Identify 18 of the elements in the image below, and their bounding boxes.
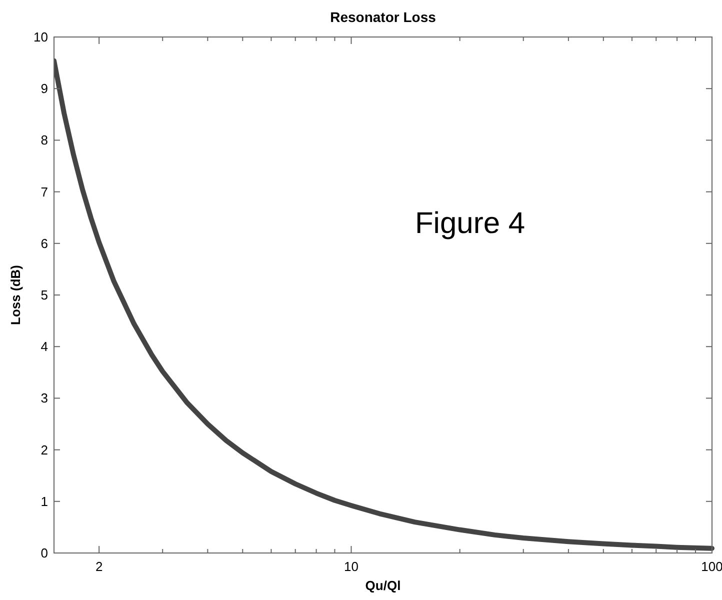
y-tick-label: 4 xyxy=(40,339,48,354)
y-tick-label: 5 xyxy=(40,288,48,302)
chart-title: Resonator Loss xyxy=(330,9,436,25)
y-axis-title: Loss (dB) xyxy=(8,265,23,325)
x-axis-title: Qu/Ql xyxy=(365,578,401,593)
x-tick-label: 2 xyxy=(95,559,103,574)
annotation: Figure 4 xyxy=(414,207,526,240)
y-tick-label: 8 xyxy=(40,132,48,148)
y-tick-label: 9 xyxy=(40,81,48,96)
y-tick-label: 0 xyxy=(40,546,48,560)
y-tick-label: 7 xyxy=(40,184,48,200)
x-tick-label: 10 xyxy=(344,559,358,574)
y-tick-label: 1 xyxy=(40,494,48,509)
y-tick-label: 3 xyxy=(40,390,48,406)
y-tick-label: 6 xyxy=(40,236,48,251)
y-tick-label: 10 xyxy=(34,30,48,44)
x-tick-label: 100 xyxy=(701,559,722,574)
y-tick-label: 2 xyxy=(40,442,48,458)
